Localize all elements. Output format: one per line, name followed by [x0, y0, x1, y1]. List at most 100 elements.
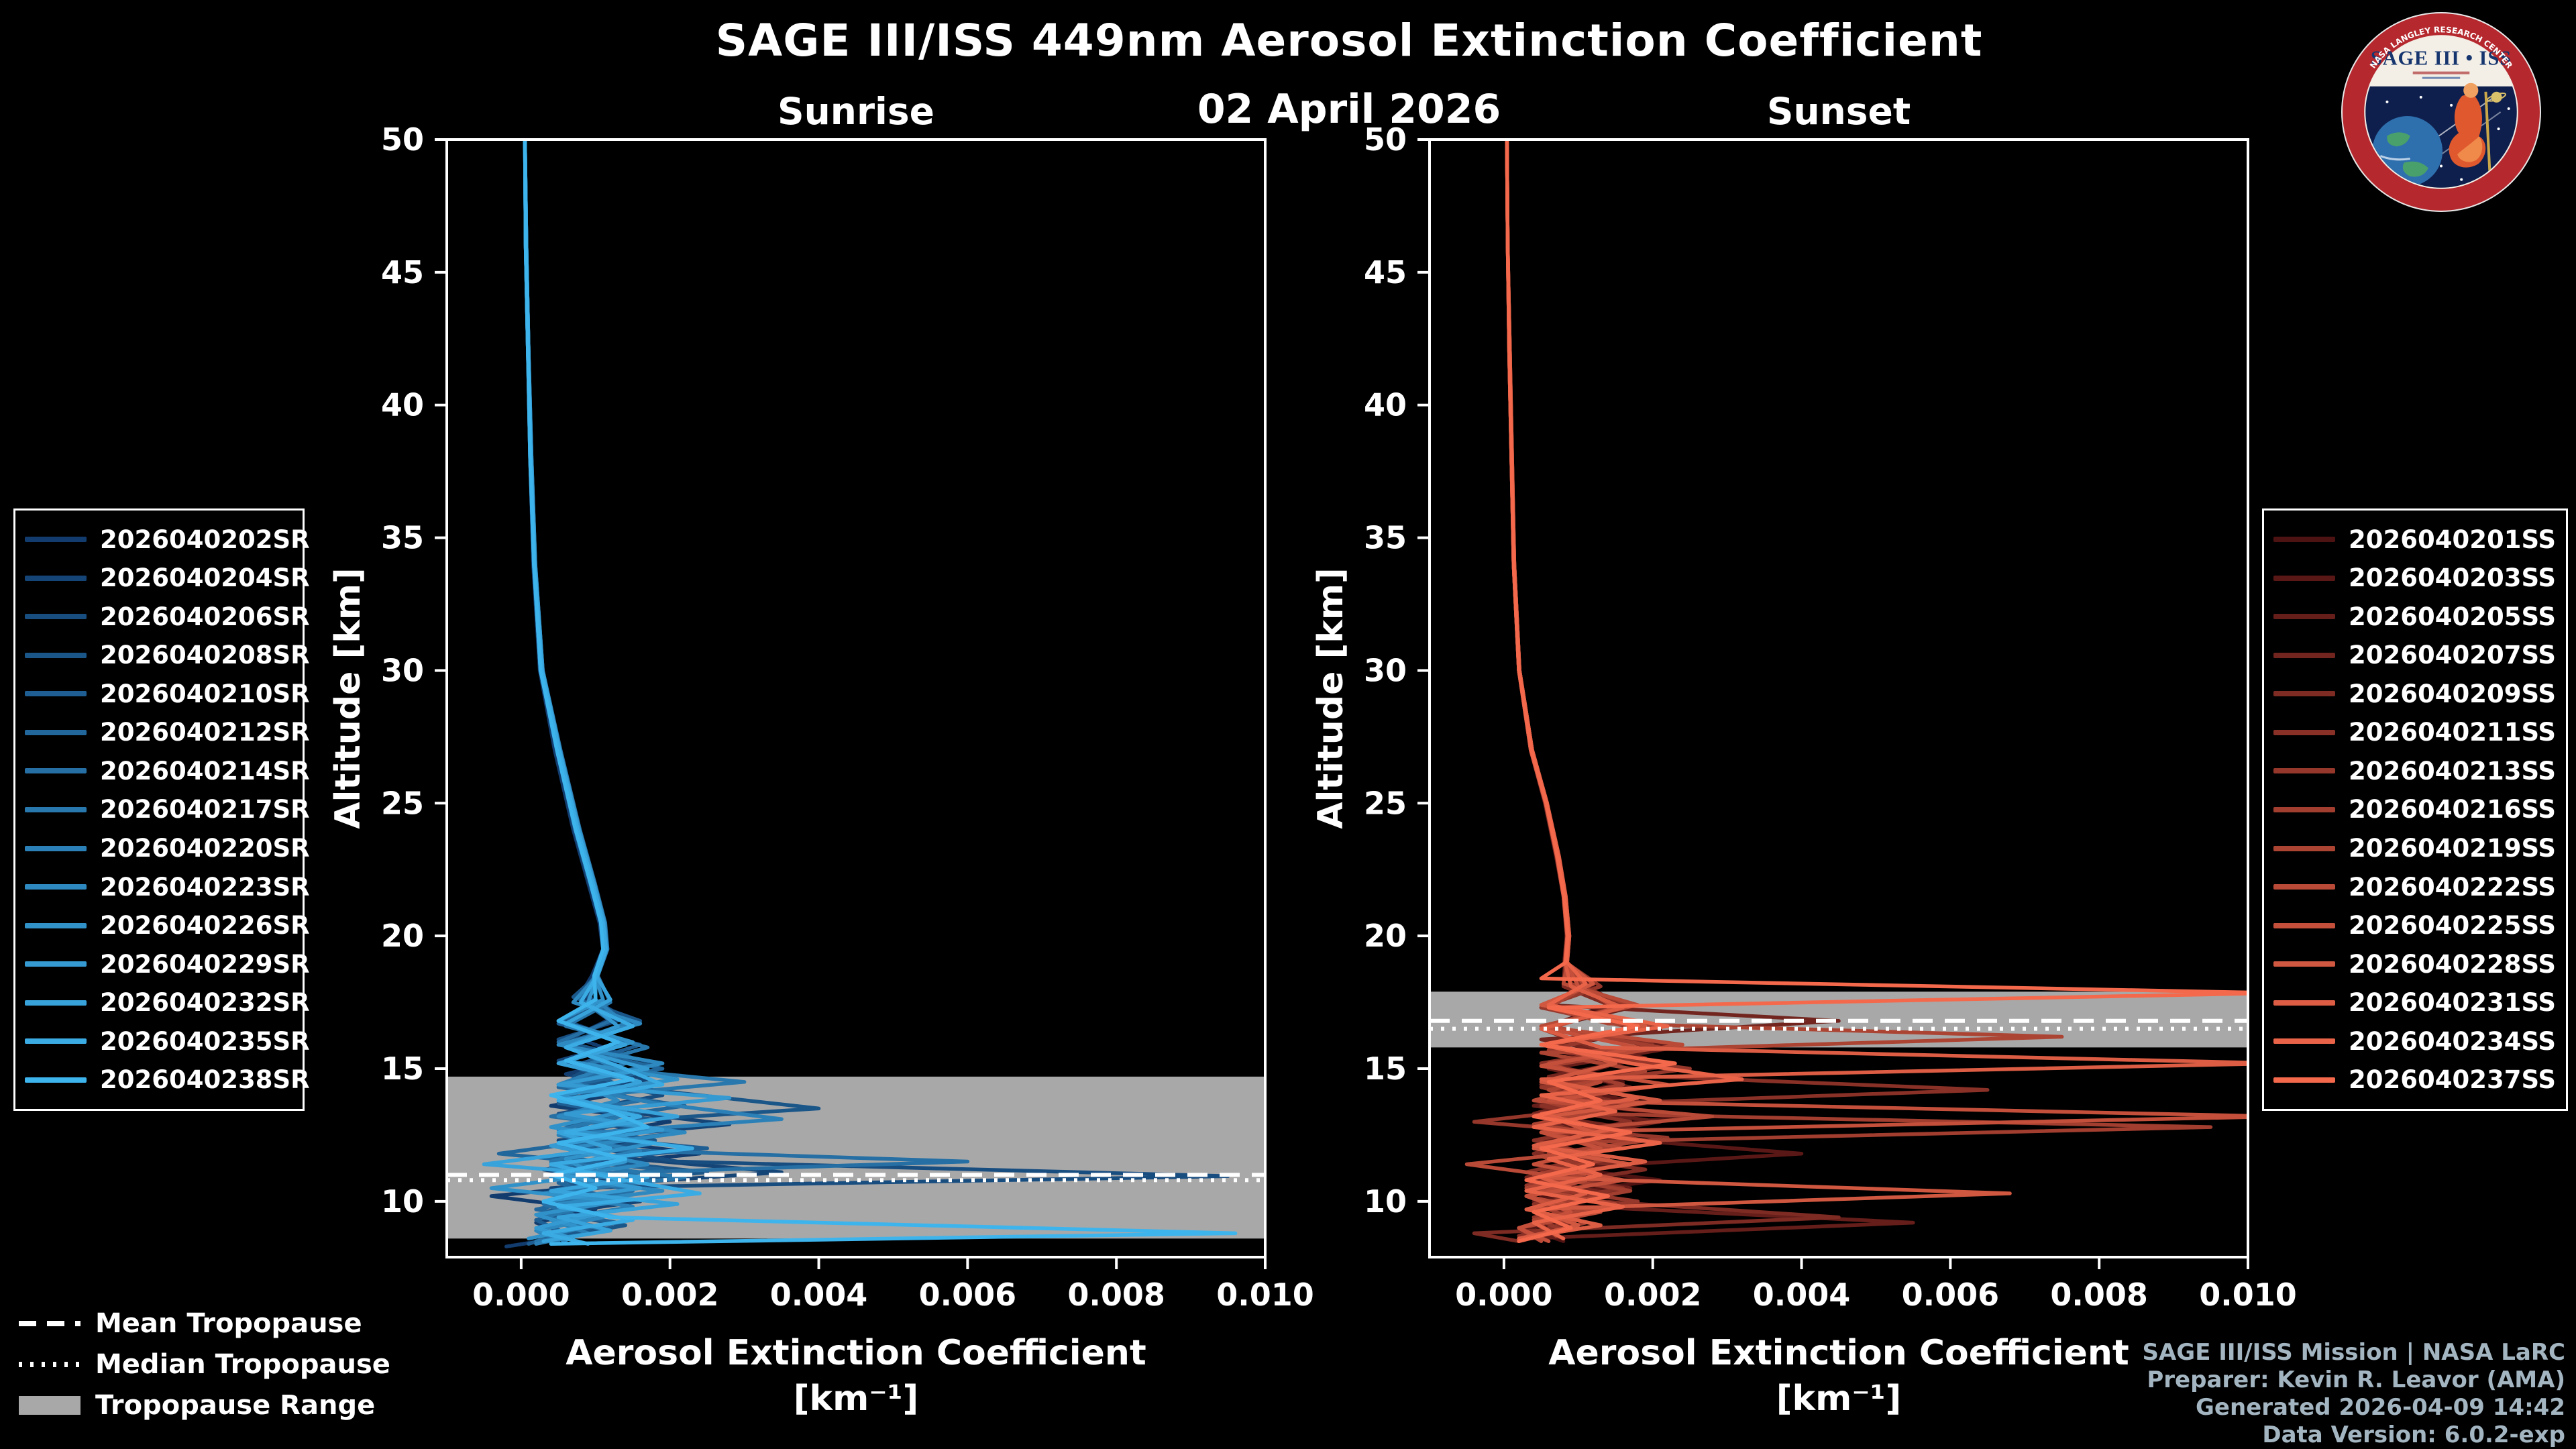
legend-line-sample [25, 729, 87, 735]
legend-label: 2026040209SS [2349, 679, 2557, 708]
x-tick-label: 0.002 [621, 1277, 719, 1313]
tropopause-range-label: Tropopause Range [95, 1390, 376, 1421]
x-tick-label: 0.000 [472, 1277, 570, 1313]
legend-line-sample [25, 1038, 87, 1044]
legend-label: 2026040234SS [2349, 1026, 2557, 1056]
x-axis-unit: [km⁻¹] [1776, 1379, 1902, 1419]
legend-line-sample [25, 845, 87, 851]
legend-line-sample [2273, 537, 2335, 542]
legend-item: 2026040223SR [25, 869, 310, 905]
legend-label: 2026040220SR [100, 834, 310, 863]
legend-item: 2026040222SS [2273, 869, 2557, 905]
sunrise-panel-title: Sunrise [777, 90, 934, 133]
legend-item: 2026040205SS [2273, 598, 2557, 635]
logo-stars [2379, 95, 2510, 181]
legend-label: 2026040235SR [100, 1026, 310, 1056]
legend-line-sample [25, 806, 87, 812]
legend-line-sample [25, 614, 87, 620]
legend-item: 2026040207SS [2273, 637, 2557, 674]
x-tick-label: 0.000 [1455, 1277, 1553, 1313]
legend-item: 2026040234SS [2273, 1023, 2557, 1059]
legend-line-sample [2273, 1000, 2335, 1006]
legend-label: 2026040232SR [100, 988, 310, 1018]
median-tropopause-label: Median Tropopause [95, 1349, 390, 1380]
logo-title: SAGE III • ISS [2371, 47, 2512, 70]
sunset-panel-title: Sunset [1766, 90, 1911, 133]
legend-item: 2026040208SR [25, 637, 310, 674]
figure-date: 02 April 2026 [1197, 86, 1501, 133]
legend-line-sample [25, 884, 87, 890]
legend-label: 2026040222SS [2349, 872, 2557, 902]
logo-earth-cloud [2379, 155, 2410, 161]
legend-item: 2026040232SR [25, 985, 310, 1021]
y-tick-label: 20 [1364, 918, 1407, 954]
sunrise-plot: 10 15 20 25 30 35 40 45 50 0.000 0.002 0.004 0.006 0.… [328, 121, 1314, 1419]
y-tick-label: 25 [1364, 785, 1407, 821]
x-tick-label: 0.010 [2199, 1277, 2297, 1313]
plot-border [445, 138, 1267, 1258]
logo-planet [2491, 91, 2502, 103]
legend-label: 2026040229SR [100, 949, 310, 979]
legend-item: 2026040203SS [2273, 560, 2557, 596]
legend-item: 2026040202SR [25, 521, 310, 557]
legend-line-sample [25, 768, 87, 774]
legend-line-sample [2273, 614, 2335, 620]
y-tick-label: 15 [1364, 1051, 1407, 1087]
legend-line-sample [2273, 768, 2335, 774]
y-tick-label: 40 [381, 387, 424, 423]
sunset-legend: 2026040201SS 2026040203SS 2026040205SS 2026… [2262, 508, 2568, 1111]
legend-label: 2026040217SR [100, 795, 310, 824]
legend-label: 2026040202SR [100, 525, 310, 554]
logo-subtitle-mark [2412, 71, 2470, 74]
y-tick-label: 45 [381, 254, 424, 290]
legend-label: 2026040207SS [2349, 641, 2557, 670]
x-tick-label: 0.008 [2050, 1277, 2148, 1313]
sunset-plot: 10 15 20 25 30 35 40 45 50 0.000 0.002 0.004 0.006 0.… [1311, 121, 2297, 1419]
legend-label: 2026040213SS [2349, 756, 2557, 786]
legend-label: 2026040205SS [2349, 602, 2557, 631]
x-axis-label: Aerosol Extinction Coefficient [566, 1333, 1146, 1373]
legend-line-sample [2273, 961, 2335, 967]
legend-item: 2026040210SR [25, 676, 310, 712]
x-tick-label: 0.004 [770, 1277, 868, 1313]
credit-line-preparer: Preparer: Kevin R. Leavor (AMA) [2147, 1366, 2565, 1393]
legend-line-sample [2273, 1038, 2335, 1044]
mean-tropopause-legend-item: Mean Tropopause [17, 1307, 390, 1340]
credit-line-generated: Generated 2026-04-09 14:42 [2196, 1394, 2565, 1421]
legend-line-sample [2273, 691, 2335, 697]
legend-label: 2026040210SR [100, 679, 310, 708]
credit-line-version: Data Version: 6.0.2-exp [2262, 1421, 2565, 1448]
y-tick-label: 35 [381, 520, 424, 556]
y-tick-label: 50 [381, 121, 424, 158]
legend-label: 2026040219SS [2349, 834, 2557, 863]
legend-line-sample [25, 537, 87, 542]
x-tick-label: 0.010 [1216, 1277, 1314, 1313]
legend-line-sample [2273, 806, 2335, 812]
legend-item: 2026040235SR [25, 1023, 310, 1059]
logo-planet-ring [2487, 93, 2507, 102]
logo-sun-figure [2449, 83, 2491, 173]
legend-line-sample [25, 961, 87, 967]
x-axis-label: Aerosol Extinction Coefficient [1548, 1333, 2129, 1373]
logo-earth-land [2387, 132, 2410, 147]
profile-line [1505, 140, 2248, 1244]
dashed-line-icon [19, 1321, 80, 1326]
legend-line-sample [2273, 922, 2335, 928]
legend-item: 2026040206SR [25, 598, 310, 635]
legend-label: 2026040237SS [2349, 1065, 2557, 1095]
tropopause-range-legend-item: Tropopause Range [17, 1389, 390, 1422]
figure-title: SAGE III/ISS 449nm Aerosol Extinction Co… [715, 15, 1983, 66]
legend-item: 2026040212SR [25, 714, 310, 751]
sunrise-legend: 2026040202SR 2026040204SR 2026040206SR 2026… [13, 508, 310, 1111]
y-tick-label: 35 [1364, 520, 1407, 556]
legend-line-sample [25, 1000, 87, 1006]
y-tick-label: 30 [1364, 652, 1407, 688]
y-tick-label: 10 [1364, 1183, 1407, 1220]
legend-item: 2026040220SR [25, 830, 310, 867]
legend-item: 2026040209SS [2273, 676, 2557, 712]
legend-item: 2026040225SS [2273, 908, 2557, 944]
legend-line-sample [25, 922, 87, 928]
median-tropopause-legend-item: Median Tropopause [17, 1348, 390, 1381]
legend-item: 2026040214SR [25, 753, 310, 789]
